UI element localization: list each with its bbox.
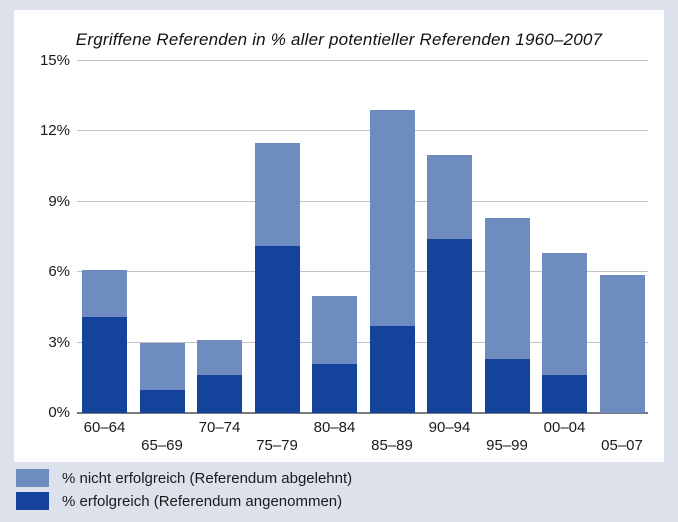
bar-segment-nicht-erfolgreich xyxy=(599,274,645,413)
bar xyxy=(139,61,185,413)
gridline xyxy=(77,130,648,132)
gridline xyxy=(77,60,648,61)
bar xyxy=(254,61,300,413)
bar xyxy=(197,61,242,413)
x-axis-tick-label: 70–74 xyxy=(198,419,241,436)
y-axis-tick-label: 15% xyxy=(39,52,70,69)
x-axis-tick-label: 90–94 xyxy=(428,419,471,436)
x-axis-tick-label: 85–89 xyxy=(371,437,413,454)
legend-row: % erfolgreich (Referendum angenommen) xyxy=(16,492,352,510)
bar xyxy=(312,61,357,413)
bar-segment-erfolgreich xyxy=(542,375,587,413)
legend-label: % nicht erfolgreich (Referendum abgelehn… xyxy=(62,469,353,487)
legend-row: % nicht erfolgreich (Referendum abgelehn… xyxy=(16,469,352,487)
y-axis-tick-label: 9% xyxy=(48,192,70,210)
bar-segment-erfolgreich xyxy=(197,375,242,413)
y-axis-tick-label: 6% xyxy=(48,263,70,281)
x-axis-tick-label: 00–04 xyxy=(543,419,586,436)
bar xyxy=(599,61,645,413)
legend: % nicht erfolgreich (Referendum abgelehn… xyxy=(16,469,352,510)
bar-segment-nicht-erfolgreich xyxy=(542,253,587,376)
bar-segment-erfolgreich xyxy=(484,359,530,413)
bar-segment-erfolgreich xyxy=(254,246,300,413)
y-axis-tick-label: 12% xyxy=(39,122,70,140)
bar-segment-nicht-erfolgreich xyxy=(369,110,415,327)
bar xyxy=(484,61,530,413)
bar xyxy=(427,61,472,413)
bar xyxy=(542,61,587,413)
bar-segment-nicht-erfolgreich xyxy=(197,340,242,376)
bar-segment-erfolgreich xyxy=(427,239,472,413)
gridline xyxy=(77,271,648,273)
x-axis-tick-label: 80–84 xyxy=(313,419,356,436)
bar-segment-nicht-erfolgreich xyxy=(312,295,357,364)
chart-panel: Ergriffene Referenden in % aller potenti… xyxy=(14,10,664,462)
x-axis-tick-label: 95–99 xyxy=(486,437,528,454)
legend-swatch xyxy=(16,492,49,510)
gridline xyxy=(77,200,648,202)
bar-segment-nicht-erfolgreich xyxy=(254,143,300,247)
chart-title: Ergriffene Referenden in % aller potenti… xyxy=(75,30,603,49)
bar-segment-nicht-erfolgreich xyxy=(484,218,530,360)
bar-segment-nicht-erfolgreich xyxy=(82,269,127,317)
x-axis-tick-label: 65–69 xyxy=(141,437,183,454)
x-axis-tick-label: 05–07 xyxy=(601,437,643,454)
y-axis-tick-label: 3% xyxy=(48,333,70,351)
bar-segment-erfolgreich xyxy=(139,389,185,413)
gridline xyxy=(77,341,648,343)
bar xyxy=(82,61,127,413)
bar-segment-erfolgreich xyxy=(369,326,415,413)
legend-swatch xyxy=(16,469,49,487)
bar-segment-erfolgreich xyxy=(82,316,127,413)
plot-area: 0% 3% 6% 9% 12% 15% 60–64 65–69 70–74 75–79 80–84 8… xyxy=(40,53,648,454)
y-axis-tick-label: 0% xyxy=(48,404,70,421)
bar xyxy=(369,61,415,413)
bar-segment-nicht-erfolgreich xyxy=(427,154,472,240)
legend-label: % erfolgreich (Referendum angenommen) xyxy=(62,492,343,510)
x-axis-tick-label: 75–79 xyxy=(256,437,298,454)
x-axis-tick-label: 60–64 xyxy=(83,419,126,436)
bar-segment-nicht-erfolgreich xyxy=(139,342,185,390)
x-axis-line xyxy=(77,412,648,414)
bar-segment-erfolgreich xyxy=(312,363,357,413)
